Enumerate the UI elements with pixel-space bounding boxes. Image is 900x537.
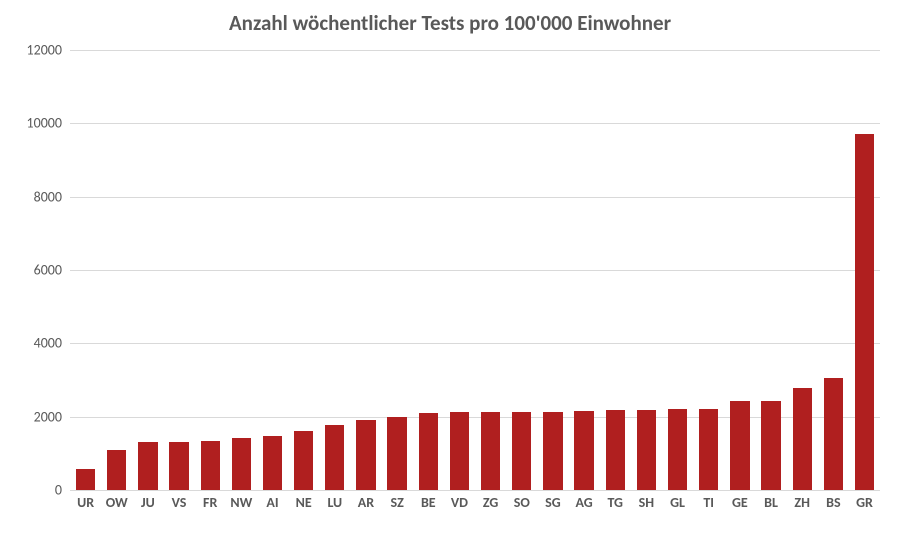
y-tick-label: 2000: [34, 408, 62, 425]
x-tick-label: BE: [413, 494, 444, 511]
bar: [356, 420, 375, 490]
bar: [263, 436, 282, 490]
bar-slot: [444, 50, 475, 490]
bar: [512, 412, 531, 490]
bar-slot: [475, 50, 506, 490]
y-tick-label: 12000: [27, 42, 62, 59]
x-tick-label: TG: [600, 494, 631, 511]
x-tick-label: SZ: [382, 494, 413, 511]
bar: [637, 410, 656, 490]
bar-slot: [288, 50, 319, 490]
gridline: [70, 490, 880, 491]
plot-area: 020004000600080001000012000: [70, 50, 880, 490]
x-tick-label: SH: [631, 494, 662, 511]
bar-slot: [755, 50, 786, 490]
bar-slot: [413, 50, 444, 490]
bar-slot: [506, 50, 537, 490]
y-tick-label: 0: [55, 482, 62, 499]
bar-slot: [70, 50, 101, 490]
bar: [76, 469, 95, 490]
x-tick-label: VD: [444, 494, 475, 511]
bar: [543, 412, 562, 490]
bar-slot: [382, 50, 413, 490]
x-tick-label: JU: [132, 494, 163, 511]
x-tick-label: VS: [163, 494, 194, 511]
bar: [606, 410, 625, 490]
x-tick-label: GR: [849, 494, 880, 511]
bar: [824, 378, 843, 490]
bar: [325, 425, 344, 490]
x-tick-label: NE: [288, 494, 319, 511]
bar-slot: [818, 50, 849, 490]
bars-area: [70, 50, 880, 490]
bar: [169, 442, 188, 490]
bar-slot: [787, 50, 818, 490]
x-tick-label: GE: [724, 494, 755, 511]
bar: [201, 441, 220, 491]
bar-slot: [569, 50, 600, 490]
y-tick-label: 8000: [34, 188, 62, 205]
bar-slot: [195, 50, 226, 490]
x-tick-label: ZG: [475, 494, 506, 511]
x-tick-label: ZH: [787, 494, 818, 511]
x-tick-label: LU: [319, 494, 350, 511]
bar: [450, 412, 469, 490]
x-tick-label: AI: [257, 494, 288, 511]
x-tick-label: FR: [195, 494, 226, 511]
bar-slot: [631, 50, 662, 490]
x-tick-label: UR: [70, 494, 101, 511]
x-tick-label: OW: [101, 494, 132, 511]
x-tick-label: BS: [818, 494, 849, 511]
bar-slot: [724, 50, 755, 490]
x-tick-label: AR: [350, 494, 381, 511]
bar-slot: [600, 50, 631, 490]
bar-slot: [132, 50, 163, 490]
bar: [138, 442, 157, 490]
bar: [761, 401, 780, 490]
bar-slot: [849, 50, 880, 490]
bar: [232, 438, 251, 490]
x-tick-label: AG: [569, 494, 600, 511]
bar-slot: [662, 50, 693, 490]
bar: [107, 450, 126, 490]
bar-slot: [101, 50, 132, 490]
x-tick-label: BL: [755, 494, 786, 511]
x-tick-label: SO: [506, 494, 537, 511]
x-axis-labels: UROWJUVSFRNWAINELUARSZBEVDZGSOSGAGTGSHGL…: [70, 494, 880, 511]
chart-container: Anzahl wöchentlicher Tests pro 100'000 E…: [0, 0, 900, 537]
bar-slot: [163, 50, 194, 490]
bar: [294, 431, 313, 490]
y-tick-label: 6000: [34, 262, 62, 279]
bar: [730, 401, 749, 490]
bar: [419, 413, 438, 490]
x-tick-label: GL: [662, 494, 693, 511]
bar-slot: [350, 50, 381, 490]
bar: [855, 134, 874, 490]
bar-slot: [257, 50, 288, 490]
bar: [481, 412, 500, 490]
bar: [668, 409, 687, 490]
bar: [574, 411, 593, 490]
x-tick-label: NW: [226, 494, 257, 511]
bar-slot: [319, 50, 350, 490]
y-tick-label: 10000: [27, 115, 62, 132]
y-tick-label: 4000: [34, 335, 62, 352]
bar-slot: [537, 50, 568, 490]
x-tick-label: SG: [537, 494, 568, 511]
bar-slot: [226, 50, 257, 490]
bar: [387, 417, 406, 490]
bar-slot: [693, 50, 724, 490]
chart-title: Anzahl wöchentlicher Tests pro 100'000 E…: [0, 10, 900, 36]
x-tick-label: TI: [693, 494, 724, 511]
bar: [793, 388, 812, 490]
bar: [699, 409, 718, 490]
